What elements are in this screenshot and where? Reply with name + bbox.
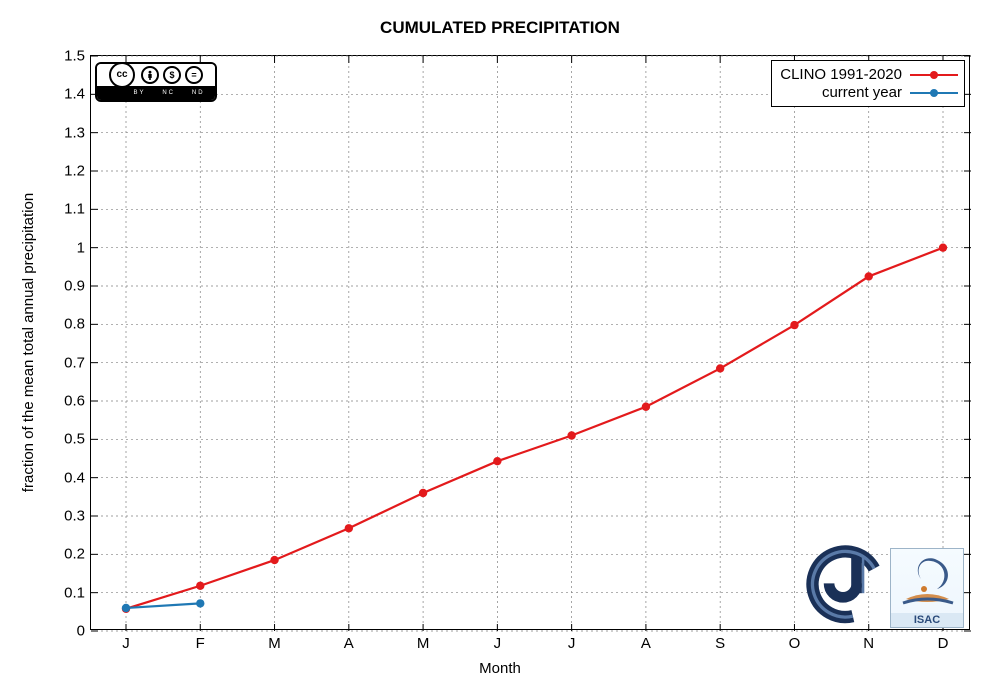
- x-tick-label: N: [863, 629, 874, 652]
- y-tick-label: 0.3: [64, 508, 91, 525]
- x-tick-label: A: [344, 629, 354, 652]
- x-tick-label: J: [568, 629, 576, 652]
- legend-item-current: current year: [780, 84, 958, 101]
- x-tick-label: J: [122, 629, 130, 652]
- isac-logo-text: ISAC: [891, 613, 963, 627]
- legend-clino-label: CLINO 1991-2020: [780, 66, 902, 83]
- x-tick-label: M: [268, 629, 281, 652]
- legend-clino-swatch: [910, 74, 958, 76]
- y-tick-label: 1.4: [64, 86, 91, 103]
- y-tick-label: 1.1: [64, 201, 91, 218]
- cc-license-badge: cc $ = BY NC ND: [95, 62, 217, 102]
- y-tick-label: 0.6: [64, 393, 91, 410]
- y-tick-label: 1.2: [64, 163, 91, 180]
- x-tick-label: S: [715, 629, 725, 652]
- x-tick-label: O: [789, 629, 801, 652]
- y-tick-label: 1.5: [64, 48, 91, 65]
- y-tick-label: 0.8: [64, 316, 91, 333]
- chart-title: CUMULATED PRECIPITATION: [0, 18, 1000, 38]
- legend-current-label: current year: [822, 84, 902, 101]
- isac-logo: ISAC: [890, 548, 964, 628]
- x-tick-label: J: [494, 629, 502, 652]
- y-tick-label: 0.5: [64, 431, 91, 448]
- y-tick-label: 0: [77, 623, 91, 640]
- legend: CLINO 1991-2020 current year: [771, 60, 965, 107]
- cc-nc-icon: $: [163, 66, 181, 84]
- legend-current-swatch: [910, 92, 958, 94]
- x-tick-label: A: [641, 629, 651, 652]
- cc-badge-top: cc $ =: [97, 64, 215, 86]
- cc-by-icon: [141, 66, 159, 84]
- cc-nd-icon: =: [185, 66, 203, 84]
- y-tick-label: 0.7: [64, 354, 91, 371]
- x-axis-label: Month: [0, 660, 1000, 677]
- y-tick-label: 0.9: [64, 278, 91, 295]
- legend-item-clino: CLINO 1991-2020: [780, 66, 958, 83]
- cc-code-by: BY: [133, 90, 145, 96]
- y-tick-label: 0.1: [64, 584, 91, 601]
- cc-code-nd: ND: [192, 90, 205, 96]
- y-tick-label: 1.3: [64, 124, 91, 141]
- x-tick-label: M: [417, 629, 430, 652]
- x-tick-label: F: [196, 629, 205, 652]
- chart-container: CUMULATED PRECIPITATION fraction of the …: [0, 0, 1000, 700]
- cc-code-nc: NC: [162, 90, 175, 96]
- cnr-logo: [798, 544, 888, 626]
- y-axis-label: fraction of the mean total annual precip…: [20, 55, 37, 630]
- cc-badge-bottom: BY NC ND: [97, 86, 215, 100]
- x-tick-label: D: [938, 629, 949, 652]
- y-tick-label: 0.2: [64, 546, 91, 563]
- y-tick-label: 0.4: [64, 469, 91, 486]
- cc-icon: cc: [109, 62, 135, 88]
- y-tick-label: 1: [77, 239, 91, 256]
